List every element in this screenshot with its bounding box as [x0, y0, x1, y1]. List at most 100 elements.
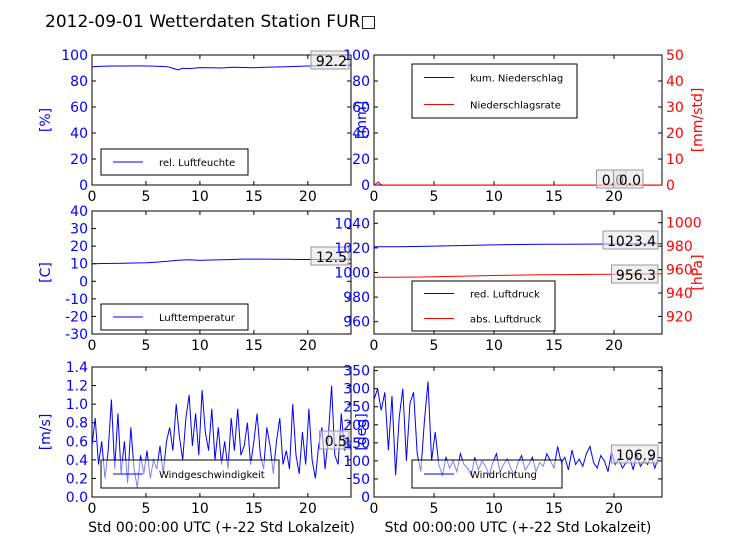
x-tick-label: 10 — [191, 189, 209, 205]
legend-label: abs. Luftdruck — [470, 315, 541, 326]
x-tick-label: 15 — [545, 338, 563, 354]
y-tick-label: 60 — [352, 100, 370, 116]
y-tick-label: 20 — [70, 152, 88, 168]
y-right-axis-label: [hPa] — [690, 254, 706, 290]
y-tick-label: 1020 — [334, 241, 370, 257]
y-tick-label: 1000 — [334, 266, 370, 282]
y-right-axis-label: [mm/std] — [690, 88, 706, 153]
x-tick-label: 15 — [245, 189, 263, 205]
x-tick-label: 0 — [88, 189, 97, 205]
y-right-tick-label: 10 — [666, 152, 684, 168]
y-tick-label: 80 — [70, 74, 88, 90]
y-right-tick-label: 1000 — [666, 216, 702, 232]
y-axis-label: [C] — [38, 262, 54, 283]
x-axis-label: Std 00:00:00 UTC (+-22 Std Lokalzeit) — [385, 520, 652, 536]
legend-label: Lufttemperatur — [159, 313, 236, 324]
x-tick-label: 0 — [370, 338, 379, 354]
series-line-1 — [92, 64, 351, 71]
y-tick-label: 1040 — [334, 216, 370, 232]
y-tick-label: 60 — [70, 100, 88, 116]
y-axis-label: [mm] — [354, 101, 370, 139]
value-label: 12.5 — [316, 250, 347, 266]
y-tick-label: 1.2 — [66, 379, 88, 395]
legend-label: Windgeschwindigkeit — [159, 470, 265, 481]
y-axis-label: [%] — [38, 108, 54, 132]
y-right-tick-label: 960 — [666, 263, 693, 279]
legend-box — [411, 63, 578, 119]
x-tick-label: 10 — [485, 501, 503, 517]
y-tick-label: 250 — [343, 400, 370, 416]
legend-box — [411, 280, 556, 332]
y-tick-label: 960 — [343, 315, 370, 331]
y-tick-label: 1.0 — [66, 397, 88, 413]
y-tick-label: 10 — [70, 257, 88, 273]
x-tick-label: 20 — [299, 501, 317, 517]
value-label-box — [611, 264, 659, 284]
y-tick-label: 40 — [70, 126, 88, 142]
panel-pressure: 0 5 10 15 20 960 980 1000 1020 1040 920 940 960 980 10… — [334, 210, 706, 354]
y-tick-label: 100 — [343, 454, 370, 470]
y-tick-label: 0.2 — [66, 471, 88, 487]
x-tick-label: 10 — [485, 189, 503, 205]
y-tick-label: 350 — [343, 364, 370, 380]
y-axis-label: [m/s] — [38, 414, 54, 451]
y-right-tick-label: 20 — [666, 126, 684, 142]
y-tick-label: 0 — [361, 178, 370, 194]
y-tick-label: 40 — [70, 204, 88, 220]
legend-label: rel. Luftfeuchte — [159, 158, 235, 169]
panel-temperature: 0 5 10 15 20-30-20-10010203040[C]Lufttempera… — [38, 204, 352, 354]
x-tick-label: 10 — [191, 338, 209, 354]
x-tick-label: 5 — [430, 189, 439, 205]
y-tick-label: 20 — [352, 152, 370, 168]
y-axis-label: [deg] — [354, 413, 370, 450]
y-right-tick-label: 50 — [666, 48, 684, 64]
y-tick-label: 100 — [343, 48, 370, 64]
y-tick-label: 0.8 — [66, 416, 88, 432]
x-tick-label: 20 — [299, 338, 317, 354]
x-tick-label: 15 — [245, 501, 263, 517]
x-tick-label: 15 — [545, 189, 563, 205]
value-label: 1023.4 — [607, 234, 656, 250]
x-tick-label: 5 — [430, 338, 439, 354]
x-tick-label: 0 — [88, 501, 97, 517]
legend-label: kum. Niederschlag — [470, 74, 563, 85]
figure-title: 2012-09-01 Wetterdaten Station FUR□ — [45, 12, 376, 32]
x-tick-label: 0 — [370, 189, 379, 205]
y-right-tick-label: 40 — [666, 74, 684, 90]
panel-humidity: 0 5 10 15 20 0 20 40 60 80 100 [%] rel. Luftfeuchte 9… — [38, 48, 352, 205]
x-tick-label: 10 — [191, 501, 209, 517]
value-label-box — [310, 50, 350, 70]
y-tick-label: 980 — [343, 290, 370, 306]
y-tick-label: 150 — [343, 436, 370, 452]
panel-wind-speed: 0 5 10 15 20 Std 00:00:00 UTC (+-22 Std Lokal… — [38, 360, 355, 536]
y-tick-label: 50 — [352, 472, 370, 488]
y-tick-label: 0 — [361, 490, 370, 506]
x-tick-label: 15 — [245, 338, 263, 354]
y-tick-label: 200 — [343, 418, 370, 434]
value-label: 956.3 — [616, 268, 656, 284]
y-right-tick-label: 940 — [666, 286, 693, 302]
y-tick-label: -10 — [65, 292, 88, 308]
x-tick-label: 5 — [430, 501, 439, 517]
x-axis-label: Std 00:00:00 UTC (+-22 Std Lokalzeit) — [88, 520, 355, 536]
value-label: 106.9 — [616, 448, 656, 464]
y-tick-label: 0 — [79, 178, 88, 194]
x-tick-label: 20 — [605, 338, 623, 354]
legend-label: Niederschlagsrate — [470, 101, 561, 112]
x-tick-label: 10 — [485, 338, 503, 354]
value-label-box — [602, 230, 659, 250]
y-right-tick-label: 30 — [666, 100, 684, 116]
x-tick-label: 5 — [141, 189, 150, 205]
value-label-box — [613, 169, 644, 189]
value-label: 0.0 — [619, 173, 641, 189]
y-right-tick-label: 980 — [666, 239, 693, 255]
y-tick-label: 1.4 — [66, 360, 88, 376]
value-label: 92.2 — [316, 54, 347, 70]
panel-precipitation: 0 5 10 15 20 0 20 40 60 80 100 [mm] 0 10 20 30 40 50 [mm/s… — [343, 48, 706, 205]
y-tick-label: 300 — [343, 382, 370, 398]
panel-wind-direction: 0 5 10 15 20 Std 00:00:00 UTC (+-22 Std Lokal… — [343, 364, 663, 536]
y-tick-label: 0.6 — [66, 434, 88, 450]
y-tick-label: 100 — [61, 48, 88, 64]
series-line-1 — [92, 258, 351, 265]
